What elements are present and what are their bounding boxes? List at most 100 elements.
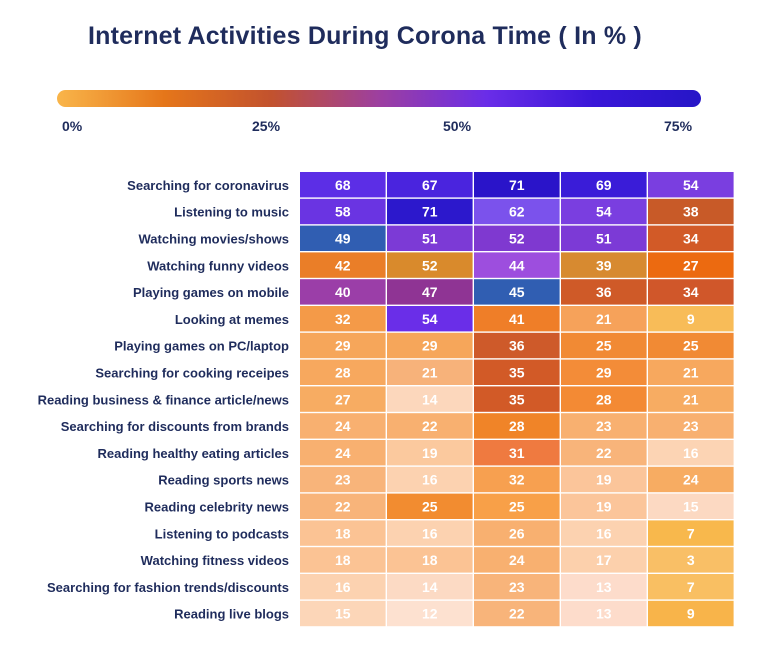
heatmap-cell: [387, 306, 473, 332]
heatmap-cell: [474, 252, 560, 278]
heatmap-cell: [561, 172, 647, 198]
cell-value-label: 19: [596, 499, 612, 515]
heatmap-cell: [561, 466, 647, 493]
cell-value-label: 15: [335, 606, 351, 622]
cell-value-label: 28: [335, 365, 351, 381]
cell-value-label: 19: [422, 445, 438, 461]
cell-value-label: 32: [335, 311, 351, 327]
cell-value-label: 31: [509, 445, 525, 461]
heatmap-cell: [300, 198, 386, 225]
heatmap-cell: [561, 413, 647, 439]
heatmap-cell: [648, 279, 734, 305]
heatmap-cell: [474, 172, 560, 198]
cell-value-label: 18: [422, 552, 438, 568]
cell-value-label: 24: [335, 445, 351, 461]
cell-value-label: 24: [683, 472, 699, 488]
cell-value-label: 7: [687, 579, 695, 595]
cell-value-label: 54: [596, 204, 612, 220]
cell-value-label: 24: [509, 552, 525, 568]
heatmap-cell: [561, 279, 647, 305]
color-scale-bar: [57, 90, 701, 107]
cell-value-label: 34: [683, 231, 699, 247]
cell-value-label: 13: [596, 606, 612, 622]
cell-value-label: 12: [422, 606, 438, 622]
row-label: Watching funny videos: [147, 258, 289, 273]
cell-value-label: 35: [509, 391, 525, 407]
heatmap-cell: [474, 198, 560, 225]
cell-value-label: 36: [509, 338, 525, 354]
heatmap-cell: [300, 252, 386, 278]
cell-value-label: 23: [596, 418, 612, 434]
cell-value-label: 38: [683, 204, 699, 220]
heatmap-cell: [474, 332, 560, 359]
cell-value-label: 25: [683, 338, 699, 354]
row-label: Reading sports news: [158, 473, 289, 488]
heatmap-cell: [561, 440, 647, 466]
heatmap-cell: [648, 440, 734, 466]
heatmap-cell: [300, 359, 386, 385]
heatmap-cell: [474, 600, 560, 627]
row-label: Reading business & finance article/news: [38, 392, 289, 407]
cell-value-label: 25: [596, 338, 612, 354]
heatmap-cell: [648, 172, 734, 198]
heatmap-cell: [561, 574, 647, 600]
heatmap-cell: [474, 306, 560, 332]
heatmap-cell: [648, 306, 734, 332]
row-label: Looking at memes: [175, 312, 289, 327]
row-label: Reading celebrity news: [145, 500, 290, 515]
row-label: Listening to music: [174, 205, 289, 220]
cell-value-label: 45: [509, 284, 525, 300]
cell-value-label: 36: [596, 284, 612, 300]
cell-value-label: 54: [422, 311, 438, 327]
cell-value-label: 18: [335, 552, 351, 568]
row-label: Searching for fashion trends/discounts: [47, 580, 289, 595]
heatmap-cell: [300, 493, 386, 519]
heatmap-cell: [300, 386, 386, 412]
cell-value-label: 21: [422, 365, 438, 381]
heatmap-cell: [648, 359, 734, 385]
cell-value-label: 28: [596, 391, 612, 407]
cell-value-label: 51: [422, 231, 438, 247]
color-scale-tick-75: 75%: [664, 118, 693, 134]
cell-value-label: 62: [509, 204, 525, 220]
heatmap-cell: [387, 252, 473, 278]
row-label: Searching for discounts from brands: [61, 419, 289, 434]
row-label: Searching for coronavirus: [127, 178, 289, 193]
cell-value-label: 27: [683, 257, 699, 273]
heatmap-cell: [474, 440, 560, 466]
cell-value-label: 58: [335, 204, 351, 220]
cell-value-label: 24: [335, 418, 351, 434]
heatmap-cell: [387, 574, 473, 600]
cell-value-label: 29: [422, 338, 438, 354]
cell-value-label: 16: [683, 445, 699, 461]
heatmap-cell: [648, 413, 734, 439]
heatmap-cell: [648, 493, 734, 519]
cell-value-label: 28: [509, 418, 525, 434]
heatmap-cell: [648, 520, 734, 546]
heatmap-cell: [474, 279, 560, 305]
cell-value-label: 7: [687, 525, 695, 541]
heatmap-cell: [300, 440, 386, 466]
cell-value-label: 39: [596, 257, 612, 273]
heatmap-cell: [561, 252, 647, 278]
heatmap-cell: [387, 386, 473, 412]
heatmap-cell: [648, 332, 734, 359]
cell-value-label: 16: [335, 579, 351, 595]
heatmap-cell: [561, 332, 647, 359]
heatmap-cell: [474, 225, 560, 251]
cell-value-label: 52: [422, 257, 438, 273]
cell-value-label: 68: [335, 177, 351, 193]
heatmap-cell: [387, 547, 473, 573]
cell-value-label: 32: [509, 472, 525, 488]
heatmap-cell: [474, 466, 560, 493]
color-scale-tick-50: 50%: [443, 118, 472, 134]
heatmap-cell: [561, 493, 647, 519]
heatmap-cell: [300, 413, 386, 439]
heatmap-cell: [300, 332, 386, 359]
cell-value-label: 15: [683, 499, 699, 515]
heatmap-cell: [387, 600, 473, 627]
heatmap-cell: [474, 547, 560, 573]
heatmap-cell: [300, 279, 386, 305]
heatmap-cell: [387, 359, 473, 385]
